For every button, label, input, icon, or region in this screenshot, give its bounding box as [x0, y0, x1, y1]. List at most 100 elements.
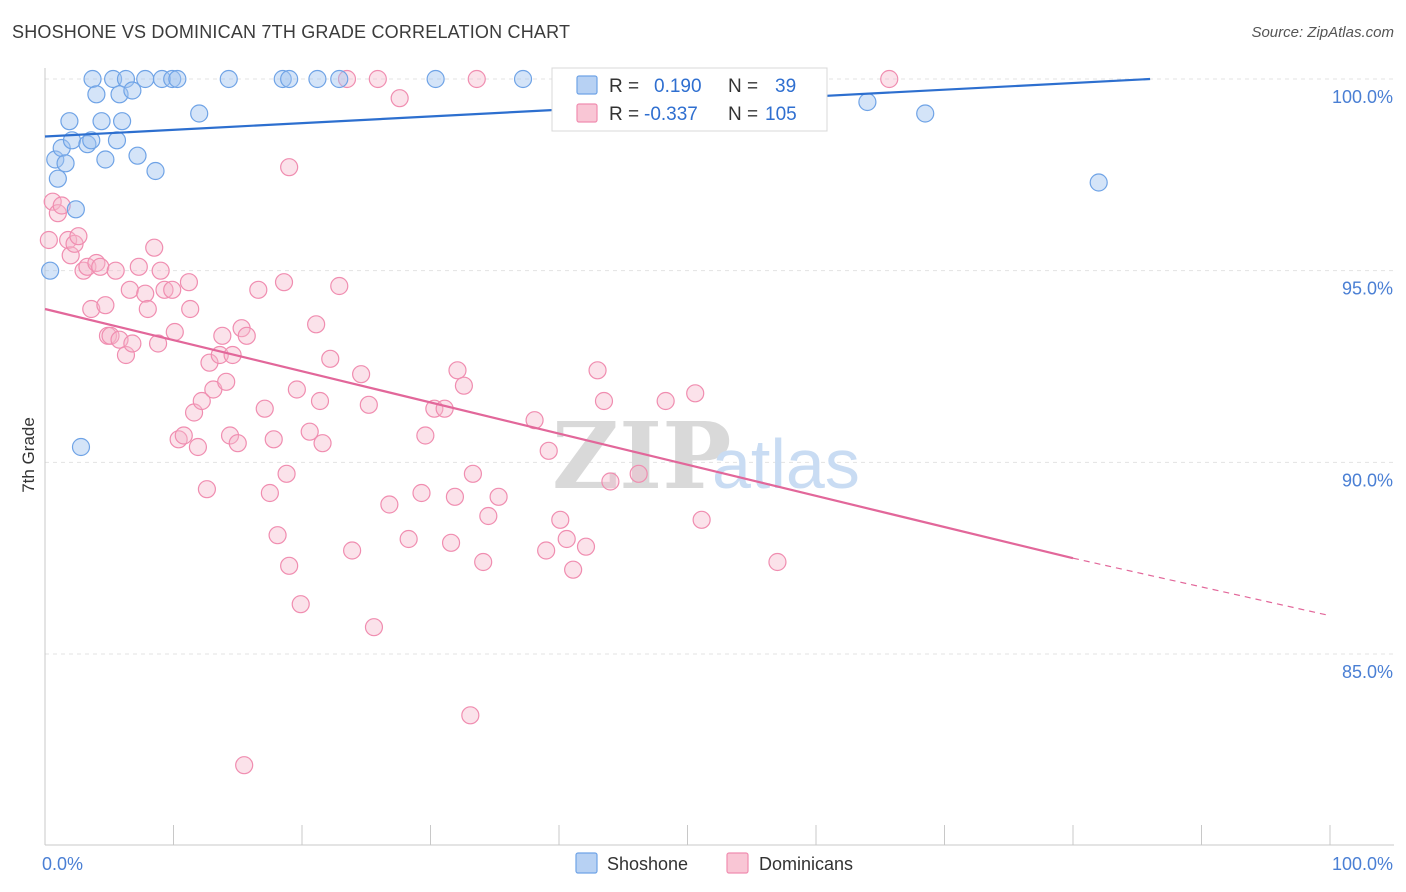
dominicans-point [287, 380, 306, 399]
dominicans-point [352, 365, 371, 384]
dominicans-point [181, 299, 200, 319]
dominicans-point [188, 437, 208, 457]
shoshone-point [56, 154, 75, 173]
dominicans-legend-swatch [576, 103, 598, 123]
shoshone-point [107, 131, 127, 150]
dominicans-point [686, 384, 705, 403]
dominicans-point [474, 552, 493, 572]
stats-legend: R = 0.190 N = 39 R = -0.337 N = 105 [551, 67, 828, 132]
dominicans-point [364, 618, 384, 637]
dominicans-bottom-swatch [726, 852, 749, 874]
dominicans-point [692, 510, 711, 529]
shoshone-point [152, 69, 172, 89]
watermark-zip: ZIP [552, 402, 731, 510]
dominicans-point [91, 257, 110, 276]
dominicans-point [148, 334, 168, 353]
shoshone-point [280, 69, 299, 89]
chart-title: SHOSHONE VS DOMINICAN 7TH GRADE CORRELAT… [12, 22, 571, 42]
trend-layer [44, 77, 1331, 617]
dominicans-r-label: R = [609, 104, 639, 125]
dominicans-point [399, 529, 418, 549]
shoshone-point [858, 92, 877, 112]
dominicans-point [174, 426, 193, 445]
dominicans-point [588, 361, 607, 380]
shoshone-point [128, 146, 147, 165]
dominicans-point [106, 261, 125, 280]
shoshone-point [48, 169, 67, 188]
dominicans-point [880, 69, 899, 89]
dominicans-point [629, 464, 648, 483]
shoshone-point [168, 69, 187, 89]
dominicans-point [145, 238, 164, 257]
dominicans-point [343, 541, 362, 560]
dominicans-point [307, 315, 326, 334]
dominicans-point [564, 560, 583, 579]
dominicans-point [217, 372, 236, 391]
dominicans-point [337, 69, 357, 89]
dominicans-point [116, 345, 136, 365]
dominicans-point [163, 280, 182, 299]
dominicans-point [359, 395, 378, 414]
dominicans-bottom-label: Dominicans [759, 854, 853, 874]
shoshone-point [426, 69, 445, 89]
dominicans-point [380, 495, 399, 514]
dominicans-point [454, 376, 474, 395]
shoshone-point [104, 69, 123, 89]
dominicans-trend-line [44, 307, 1074, 560]
dominicans-point [412, 483, 431, 503]
shoshone-point [46, 150, 65, 169]
y-axis-label: 7th Grade [19, 417, 38, 493]
shoshone-point [513, 69, 533, 89]
bottom-legend: Shoshone Dominicans [575, 852, 853, 874]
dominicans-point [69, 227, 88, 246]
stats-legend-box [551, 67, 828, 132]
dominicans-point [310, 391, 330, 411]
shoshone-legend-swatch [576, 75, 598, 95]
dominicans-point [274, 273, 294, 292]
shoshone-point [308, 69, 327, 89]
dominicans-point [448, 361, 467, 380]
dominicans-point [120, 280, 139, 299]
y-tick-label: 100.0% [1332, 87, 1393, 107]
dominicans-n-value: 105 [765, 104, 797, 125]
dominicans-point [539, 441, 558, 460]
dominicans-point [235, 756, 254, 775]
dominicans-point [82, 299, 101, 319]
dominicans-point [390, 89, 409, 108]
dominicans-point [138, 299, 157, 319]
dominicans-point [200, 353, 219, 372]
dominicans-point [192, 391, 211, 411]
dominicans-point [155, 280, 174, 299]
dominicans-point [43, 192, 62, 211]
dominicans-point [768, 552, 787, 572]
dominicans-point [656, 391, 675, 411]
dominicans-point [260, 483, 279, 503]
shoshone-point [163, 69, 182, 89]
source-label: Source: ZipAtlas.com [1251, 24, 1394, 41]
dominicans-point [123, 334, 142, 353]
shoshone-point [123, 81, 142, 100]
dominicans-point [101, 326, 120, 345]
dominicans-point [96, 296, 115, 315]
dominicans-point [264, 430, 283, 449]
dominicans-point [445, 487, 465, 506]
shoshone-point [66, 200, 85, 219]
shoshone-point [219, 69, 238, 89]
dominicans-point [537, 541, 556, 560]
shoshone-point [96, 150, 115, 169]
dominicans-point [479, 506, 498, 526]
shoshone-point [82, 131, 101, 150]
dominicans-point [601, 472, 620, 491]
dominicans-point [277, 464, 296, 483]
shoshone-bottom-swatch [575, 852, 598, 874]
x-tick-label: 0.0% [42, 854, 83, 874]
dominicans-point [52, 196, 71, 215]
shoshone-point [60, 112, 79, 131]
dominicans-point [467, 69, 486, 89]
dominicans-point [39, 230, 58, 250]
dominicans-point [441, 533, 461, 552]
dominicans-point [416, 426, 435, 445]
dominicans-point [197, 480, 217, 499]
dominicans-point [280, 158, 299, 177]
dominicans-point [330, 276, 349, 296]
